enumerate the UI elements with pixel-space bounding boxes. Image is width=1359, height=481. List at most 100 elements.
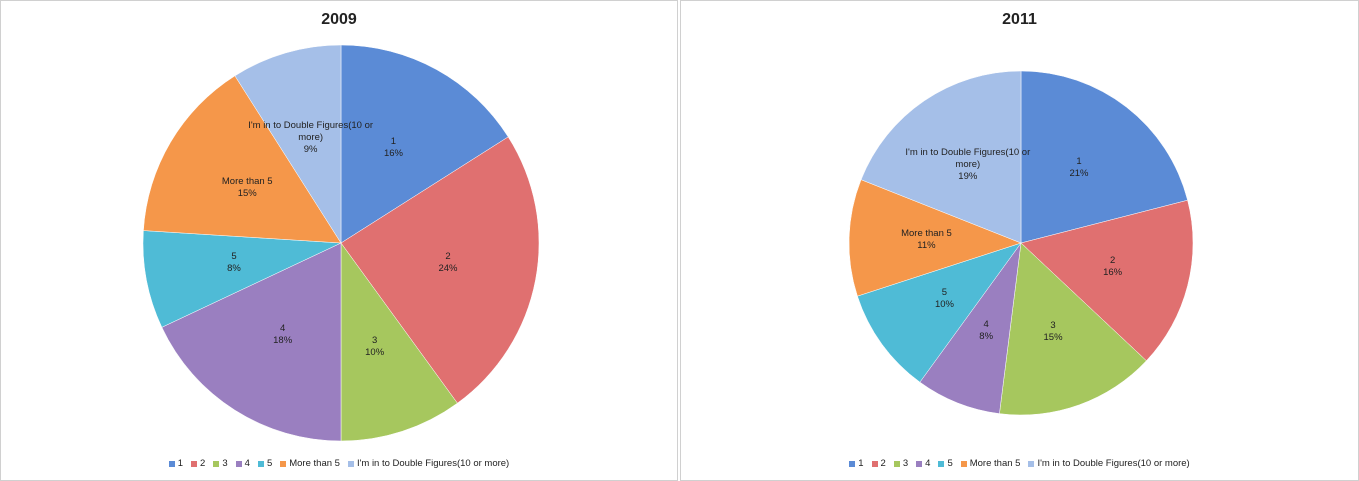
- data-label: More than 5 15%: [177, 176, 317, 200]
- legend-swatch: [213, 460, 220, 467]
- legend-item: More than 5: [960, 458, 1021, 469]
- data-label: More than 5 11%: [856, 228, 996, 252]
- legend-swatch: [938, 460, 945, 467]
- data-label: I'm in to Double Figures(10 or more) 9%: [241, 120, 381, 156]
- legend-item: 1: [849, 458, 864, 469]
- data-label: 3 15%: [983, 320, 1123, 344]
- legend-swatch: [347, 460, 354, 467]
- legend: 1 2 3 4 5 More than 5 I'm in to Double Figures…: [681, 458, 1358, 469]
- legend-swatch: [168, 460, 175, 467]
- legend-label: I'm in to Double Figures(10 or more): [1037, 458, 1190, 469]
- legend-item: 4: [916, 458, 930, 469]
- legend-swatch: [916, 460, 923, 467]
- data-label-category: 2: [445, 251, 451, 263]
- data-label: 1 16%: [323, 136, 463, 160]
- data-label-value: 10%: [365, 346, 385, 358]
- pie-slice: [340, 44, 509, 244]
- data-label-category: 4: [279, 322, 286, 334]
- legend-item: More than 5: [280, 458, 340, 469]
- legend-item: 4: [235, 458, 250, 469]
- data-label-value: 24%: [438, 263, 458, 275]
- pie-slice: [1020, 70, 1188, 244]
- pie-slice: [143, 75, 342, 244]
- pie-slice: [161, 242, 342, 442]
- data-label-category: I'm in to Double Figures(10 or more): [248, 120, 374, 144]
- data-label: 2 24%: [378, 251, 518, 275]
- chart-title: 2009: [321, 11, 357, 28]
- pie-slice: [848, 179, 1022, 297]
- pie-slice: [860, 70, 1022, 244]
- data-label: 4 18%: [213, 323, 353, 347]
- pie-slice: [1020, 199, 1194, 362]
- legend-item: 2: [871, 458, 886, 469]
- legend-item: 5: [257, 458, 273, 469]
- data-label-value: 10%: [934, 298, 954, 310]
- data-label-value: 16%: [383, 147, 403, 159]
- legend-item: 5: [938, 458, 953, 469]
- legend-item: I'm in to Double Figures(10 or more): [347, 458, 510, 469]
- data-label-value: 15%: [1043, 332, 1063, 343]
- legend-swatch: [191, 460, 198, 467]
- data-label: 5 10%: [874, 287, 1014, 311]
- data-label-category: More than 5: [221, 175, 273, 187]
- legend-swatch: [849, 460, 856, 467]
- data-label-value: 19%: [958, 170, 978, 182]
- legend-label: 4: [244, 458, 250, 469]
- legend-swatch: [235, 460, 242, 467]
- pie-slice: [340, 242, 458, 442]
- legend-label: 2: [880, 458, 886, 469]
- legend-label: I'm in to Double Figures(10 or more): [356, 458, 510, 469]
- legend-label: 5: [266, 458, 273, 469]
- data-label-value: 8%: [979, 330, 994, 342]
- data-label: 5 8%: [164, 251, 304, 275]
- legend-swatch: [1028, 460, 1035, 467]
- pie-slice: [234, 44, 342, 244]
- legend: 1 2 3 4 5 More than 5 I'm in to Double Figures…: [1, 458, 677, 469]
- legend-label: 1: [858, 458, 864, 469]
- legend-swatch: [257, 460, 264, 467]
- data-label: I'm in to Double Figures(10 or more) 19%: [898, 147, 1038, 183]
- legend-item: 2: [191, 458, 205, 469]
- data-label-value: 9%: [303, 144, 318, 156]
- legend-label: More than 5: [289, 458, 340, 469]
- data-label-category: 3: [371, 334, 378, 346]
- data-label-category: 1: [1076, 156, 1082, 168]
- data-label-value: 21%: [1069, 168, 1089, 180]
- data-label-value: 15%: [237, 187, 257, 199]
- pie-chart: [848, 70, 1194, 416]
- data-label-value: 18%: [273, 334, 293, 346]
- chart-panel: 2009 1 16% 2 24% 3 10% 4 18% 5 8% More than 5 15% I'…: [0, 0, 678, 481]
- data-label-value: 11%: [917, 240, 936, 252]
- data-label-category: I'm in to Double Figures(10 or more): [905, 146, 1031, 170]
- legend-swatch: [871, 460, 878, 467]
- chart-title: 2011: [1002, 11, 1037, 28]
- legend-label: More than 5: [969, 458, 1021, 469]
- data-label-category: 2: [1109, 254, 1116, 266]
- legend-label: 2: [200, 458, 206, 469]
- legend-item: 3: [213, 458, 228, 469]
- data-label: 1 21%: [1009, 156, 1149, 180]
- legend-label: 3: [902, 458, 909, 469]
- pie-slice: [340, 136, 540, 404]
- legend-item: I'm in to Double Figures(10 or more): [1028, 458, 1190, 469]
- pie-slice: [999, 242, 1147, 416]
- legend-label: 1: [177, 458, 184, 469]
- data-label-category: 5: [231, 251, 237, 263]
- data-label-value: 16%: [1103, 266, 1123, 278]
- legend-swatch: [893, 460, 900, 467]
- legend-label: 4: [925, 458, 931, 469]
- legend-label: 3: [222, 458, 228, 469]
- data-label-category: 5: [941, 286, 948, 298]
- data-label-category: More than 5: [901, 228, 952, 240]
- data-label: 4 8%: [916, 319, 1056, 343]
- data-label: 2 16%: [1043, 255, 1183, 279]
- legend-swatch: [280, 460, 287, 467]
- chart-panel: 2011 1 21% 2 16% 3 15% 4 8% 5 10% More than 5 11% I'…: [680, 0, 1359, 481]
- data-label: 3 10%: [305, 335, 445, 359]
- legend-swatch: [960, 460, 967, 467]
- data-label-category: 4: [983, 318, 989, 330]
- pie-chart: [142, 44, 540, 442]
- legend-item: 3: [893, 458, 909, 469]
- data-label-value: 8%: [227, 263, 241, 275]
